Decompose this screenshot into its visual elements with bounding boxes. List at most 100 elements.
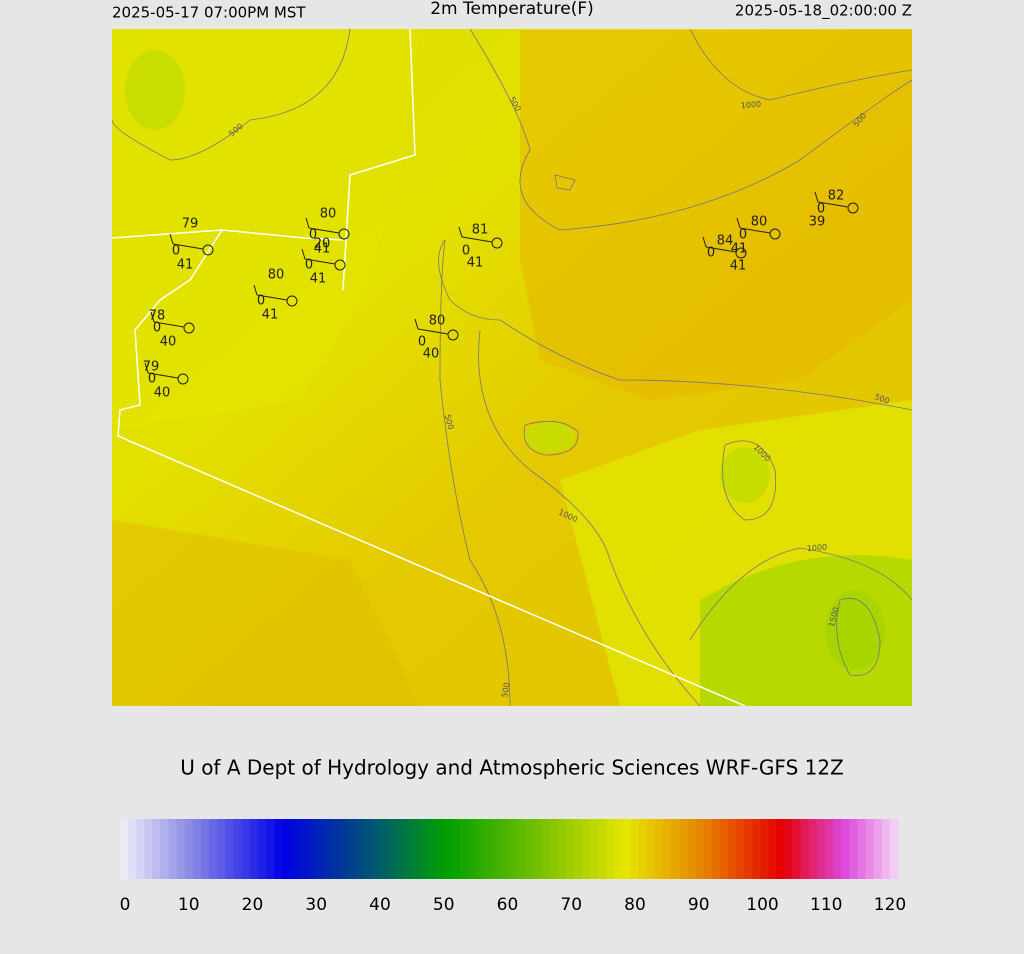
dewpoint: 41 [314, 242, 331, 257]
colorbar-segment [662, 819, 672, 879]
colorbar-segment [144, 819, 154, 879]
colorbar-segment [509, 819, 518, 879]
colorbar-segment [419, 819, 429, 879]
colorbar-segment [825, 819, 834, 879]
colorbar-segment [768, 819, 778, 879]
station-marker [338, 228, 350, 240]
colorbar-segment [671, 819, 680, 879]
colorbar-segment [654, 819, 664, 879]
colorbar-segment [622, 819, 632, 879]
colorbar-segment [306, 819, 316, 879]
colorbar-segment [265, 819, 275, 879]
temperature: 80 [268, 268, 285, 283]
colorbar-segment [776, 819, 786, 879]
colorbar-segment [573, 819, 583, 879]
station-marker [202, 244, 214, 256]
colorbar-segment [411, 819, 421, 879]
wind-barb [304, 258, 336, 265]
contour-label: 1000 [740, 100, 761, 111]
contour [689, 29, 912, 101]
colorbar-segment [427, 819, 437, 879]
dewpoint: 39 [809, 215, 826, 230]
wind-barb [147, 372, 179, 379]
colorbar-segment [120, 819, 129, 879]
colorbar-segment [598, 819, 607, 879]
region [112, 520, 420, 706]
colorbar-segment [492, 819, 502, 879]
border [342, 29, 416, 291]
colorbar-tick-label: 100 [746, 895, 778, 915]
colorbar-segment [290, 819, 299, 879]
colorbar-segment [857, 819, 867, 879]
contour-label: 500 [500, 682, 512, 699]
pressure: 0 [309, 228, 317, 243]
colorbar-segment [379, 819, 389, 879]
colorbar-segment [403, 819, 413, 879]
colorbar-segment [346, 819, 356, 879]
temperature: 79 [143, 360, 160, 375]
contour-label: 1000 [806, 543, 827, 554]
wind-barb [817, 201, 849, 208]
colorbar-segment [476, 819, 486, 879]
colorbar-segment [314, 819, 324, 879]
contour [523, 420, 579, 456]
colorbar-tick-label: 40 [369, 895, 391, 915]
temperature: 82 [828, 189, 845, 204]
pressure: 0 [153, 321, 161, 336]
colorbar-segment [330, 819, 340, 879]
pressure: 0 [257, 294, 265, 309]
colorbar-segment [703, 819, 713, 879]
wind-barb [739, 227, 771, 234]
colorbar-segment [744, 819, 753, 879]
colorbar-segment [209, 819, 218, 879]
title: 2m Temperature(F) [430, 0, 594, 19]
contour [438, 239, 912, 411]
wind-barb [461, 236, 493, 243]
pressure: 0 [462, 244, 470, 259]
colorbar-tick-label: 110 [810, 895, 842, 915]
region [520, 30, 912, 400]
wind-barb [417, 328, 449, 335]
wind-barb [305, 217, 310, 229]
colorbar-segment [760, 819, 769, 879]
dewpoint: 41 [730, 259, 747, 274]
colorbar-segment [687, 819, 696, 879]
colorbar-segment [800, 819, 810, 879]
pressure: 0 [172, 244, 180, 259]
colorbar-segment [565, 819, 575, 879]
contour [112, 29, 351, 161]
colorbar-segment [217, 819, 226, 879]
wind-barb [172, 243, 204, 250]
dewpoint: 41 [177, 258, 194, 273]
colorbar-segment [160, 819, 170, 879]
colorbar-segment [833, 819, 842, 879]
temperature: 80 [320, 207, 337, 222]
contour [554, 174, 576, 191]
colorbar-tick-label: 20 [242, 895, 264, 915]
temperature: 78 [149, 309, 166, 324]
colorbar-tick-label: 60 [497, 895, 519, 915]
station-marker [447, 329, 459, 341]
colorbar-segment [735, 819, 745, 879]
colorbar-segment [249, 819, 259, 879]
map [112, 29, 912, 706]
station-marker [334, 259, 346, 271]
colorbar-segment [395, 819, 405, 879]
region [825, 590, 885, 670]
dewpoint: 40 [154, 386, 171, 401]
colorbar-segment [192, 819, 202, 879]
colorbar-tick-label: 90 [688, 895, 710, 915]
wind-barb [256, 294, 288, 301]
colorbar-segment [201, 819, 210, 879]
wind-barb [169, 233, 174, 245]
colorbar-segment [176, 819, 186, 879]
credit: U of A Dept of Hydrology and Atmospheric… [180, 756, 844, 780]
colorbar-segment [646, 819, 656, 879]
dewpoint: 41 [262, 308, 279, 323]
colorbar-tick-label: 80 [624, 895, 646, 915]
